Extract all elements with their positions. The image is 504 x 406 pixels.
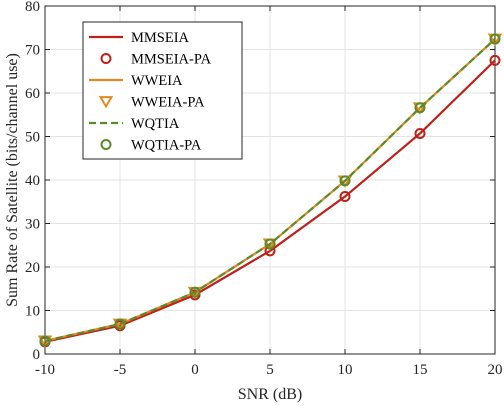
legend-label: MMSEIA-PA	[131, 52, 212, 68]
data-point	[489, 33, 501, 45]
data-point	[414, 102, 426, 114]
series-line	[44, 59, 496, 343]
y-tick-label: 50	[25, 130, 40, 146]
legend-entry: MMSEIA-PA	[100, 52, 212, 68]
data-point	[339, 191, 351, 203]
y-tick-label: 80	[25, 0, 40, 15]
y-tick-label: 60	[25, 86, 40, 102]
legend-marker	[100, 139, 112, 150]
data-point	[264, 238, 276, 250]
y-tick-label: 30	[25, 217, 40, 233]
series-mmseia	[44, 59, 496, 343]
x-tick-label: 20	[488, 362, 503, 378]
tick-labels: -10 -5 0 5 10 15 20 0 10 20 30 40 50 60 70 80	[25, 0, 503, 378]
y-axis-label: Sum Rate of Satellite (bits/channel use)	[4, 53, 21, 307]
series-layer	[37, 33, 503, 348]
legend-entry: WQTIA-PA	[100, 138, 202, 154]
x-tick-label: 10	[338, 362, 353, 378]
axes	[44, 5, 496, 355]
data-point	[489, 54, 501, 66]
legend-entry: WQTIA	[89, 116, 180, 132]
data-point	[339, 175, 351, 187]
y-tick-label: 10	[25, 304, 40, 320]
x-tick-label: 15	[413, 362, 428, 378]
legend-label: WWEIA-PA	[131, 95, 205, 111]
data-point	[414, 127, 426, 139]
x-tick-label: -5	[114, 362, 127, 378]
legend-marker	[98, 96, 114, 109]
x-axis-label: SNR (dB)	[238, 386, 302, 403]
y-tick-label: 40	[25, 173, 40, 189]
legend-box	[82, 21, 243, 160]
y-tick-label: 0	[33, 347, 41, 363]
series-wqtia-pa	[39, 33, 501, 347]
legend-label: WQTIA-PA	[131, 138, 202, 154]
legend-label: WQTIA	[131, 116, 180, 132]
y-tick-label: 70	[25, 43, 40, 59]
data-point	[189, 286, 201, 298]
data-point	[39, 335, 51, 347]
legend-entry: WWEIA-PA	[98, 95, 205, 111]
x-tick-label: 0	[191, 362, 199, 378]
series-wqtia	[44, 38, 496, 343]
series-line	[44, 38, 496, 343]
legend-label: WWEIA	[131, 73, 183, 89]
y-tick-label: 20	[25, 260, 40, 276]
legend-entry: MMSEIA	[89, 30, 190, 46]
x-tick-label: -10	[35, 362, 55, 378]
legend-label: MMSEIA	[131, 30, 190, 46]
legend: MMSEIA MMSEIA-PA WWEIA WWEIA-PA WQTIA WQTIA-P…	[82, 21, 243, 160]
legend-entry: WWEIA	[89, 73, 183, 89]
x-tick-label: 5	[266, 362, 274, 378]
data-point	[264, 245, 276, 257]
data-point	[114, 318, 126, 330]
legend-marker	[100, 53, 112, 64]
